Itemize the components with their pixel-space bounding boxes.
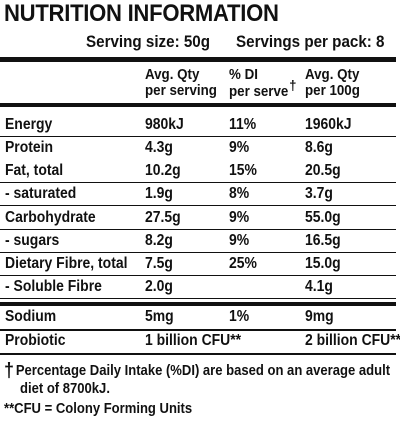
value-di: 15% [229, 162, 257, 179]
column-header-di: % DI per serve† [229, 67, 297, 100]
table-row: Protein 4.3g 9% 8.6g [0, 137, 396, 160]
table-row: - sugars 8.2g 9% 16.5g [0, 230, 396, 253]
servings-per-pack: Servings per pack: 8 [236, 33, 385, 51]
nutrient-name: - Soluble Fibre [5, 278, 102, 295]
row-divider [0, 329, 396, 331]
value-per-serving: 980kJ [145, 116, 184, 133]
value-per-100g: 2 billion CFU** [305, 332, 400, 349]
value-di: 8% [229, 185, 250, 202]
table-row: Energy 980kJ 11% 1960kJ [0, 114, 396, 137]
row-divider [0, 302, 396, 306]
value-per-serving: 10.2g [145, 162, 181, 179]
nutrient-name: Energy [5, 116, 53, 133]
table-row: Probiotic 1 billion CFU** 2 billion CFU** [0, 330, 400, 353]
nutrient-name: Carbohydrate [5, 209, 96, 226]
nutrient-name: Dietary Fibre, total [5, 255, 128, 272]
nutrition-table [0, 57, 396, 355]
value-di: 25% [229, 255, 257, 272]
value-per-serving: 7.5g [145, 255, 173, 272]
value-per-100g: 4.1g [305, 278, 333, 295]
value-di: 11% [229, 116, 257, 133]
value-per-serving: 5mg [145, 308, 174, 325]
value-per-100g: 20.5g [305, 162, 341, 179]
nutrient-name: - saturated [5, 185, 77, 202]
table-row: - Soluble Fibre 2.0g 4.1g [0, 276, 396, 299]
value-per-100g: 3.7g [305, 185, 333, 202]
value-per-100g: 1960kJ [305, 116, 352, 133]
table-row: Dietary Fibre, total 7.5g 25% 15.0g [0, 253, 396, 276]
value-di: 9% [229, 139, 250, 156]
serving-size: Serving size: 50g [86, 33, 211, 51]
value-per-serving: 4.3g [145, 139, 173, 156]
table-row: Sodium 5mg 1% 9mg [0, 306, 396, 329]
value-di: 9% [229, 232, 250, 249]
table-row: Fat, total 10.2g 15% 20.5g [0, 160, 396, 183]
nutrient-name: Sodium [5, 308, 57, 325]
value-per-100g: 16.5g [305, 232, 341, 249]
value-per-100g: 9mg [305, 308, 334, 325]
value-per-100g: 55.0g [305, 209, 341, 226]
table-row: Carbohydrate 27.5g 9% 55.0g [0, 207, 396, 230]
value-per-serving: 8.2g [145, 232, 173, 249]
panel-title: NUTRITION INFORMATION [4, 0, 279, 27]
value-per-100g: 15.0g [305, 255, 341, 272]
nutrient-name: Probiotic [5, 332, 66, 349]
value-per-serving: 1.9g [145, 185, 173, 202]
column-header-avg-serving: Avg. Qty per serving [145, 67, 217, 99]
value-di: 1% [229, 308, 250, 325]
header-divider [0, 103, 396, 107]
value-per-serving: 2.0g [145, 278, 173, 295]
column-header-avg-100g: Avg. Qty per 100g [305, 67, 360, 99]
footnote-di: † Percentage Daily Intake (%DI) are based… [4, 360, 391, 382]
value-per-serving: 27.5g [145, 209, 181, 226]
value-per-serving: 1 billion CFU** [145, 332, 242, 349]
table-row: - saturated 1.9g 8% 3.7g [0, 183, 396, 206]
value-per-100g: 8.6g [305, 139, 333, 156]
footnote-di-cont: diet of 8700kJ. [20, 381, 110, 397]
nutrient-name: Protein [5, 139, 54, 156]
nutrient-name: Fat, total [5, 162, 64, 179]
nutrient-name: - sugars [5, 232, 60, 249]
footnote-cfu: **CFU = Colony Forming Units [4, 401, 193, 417]
value-di: 9% [229, 209, 250, 226]
